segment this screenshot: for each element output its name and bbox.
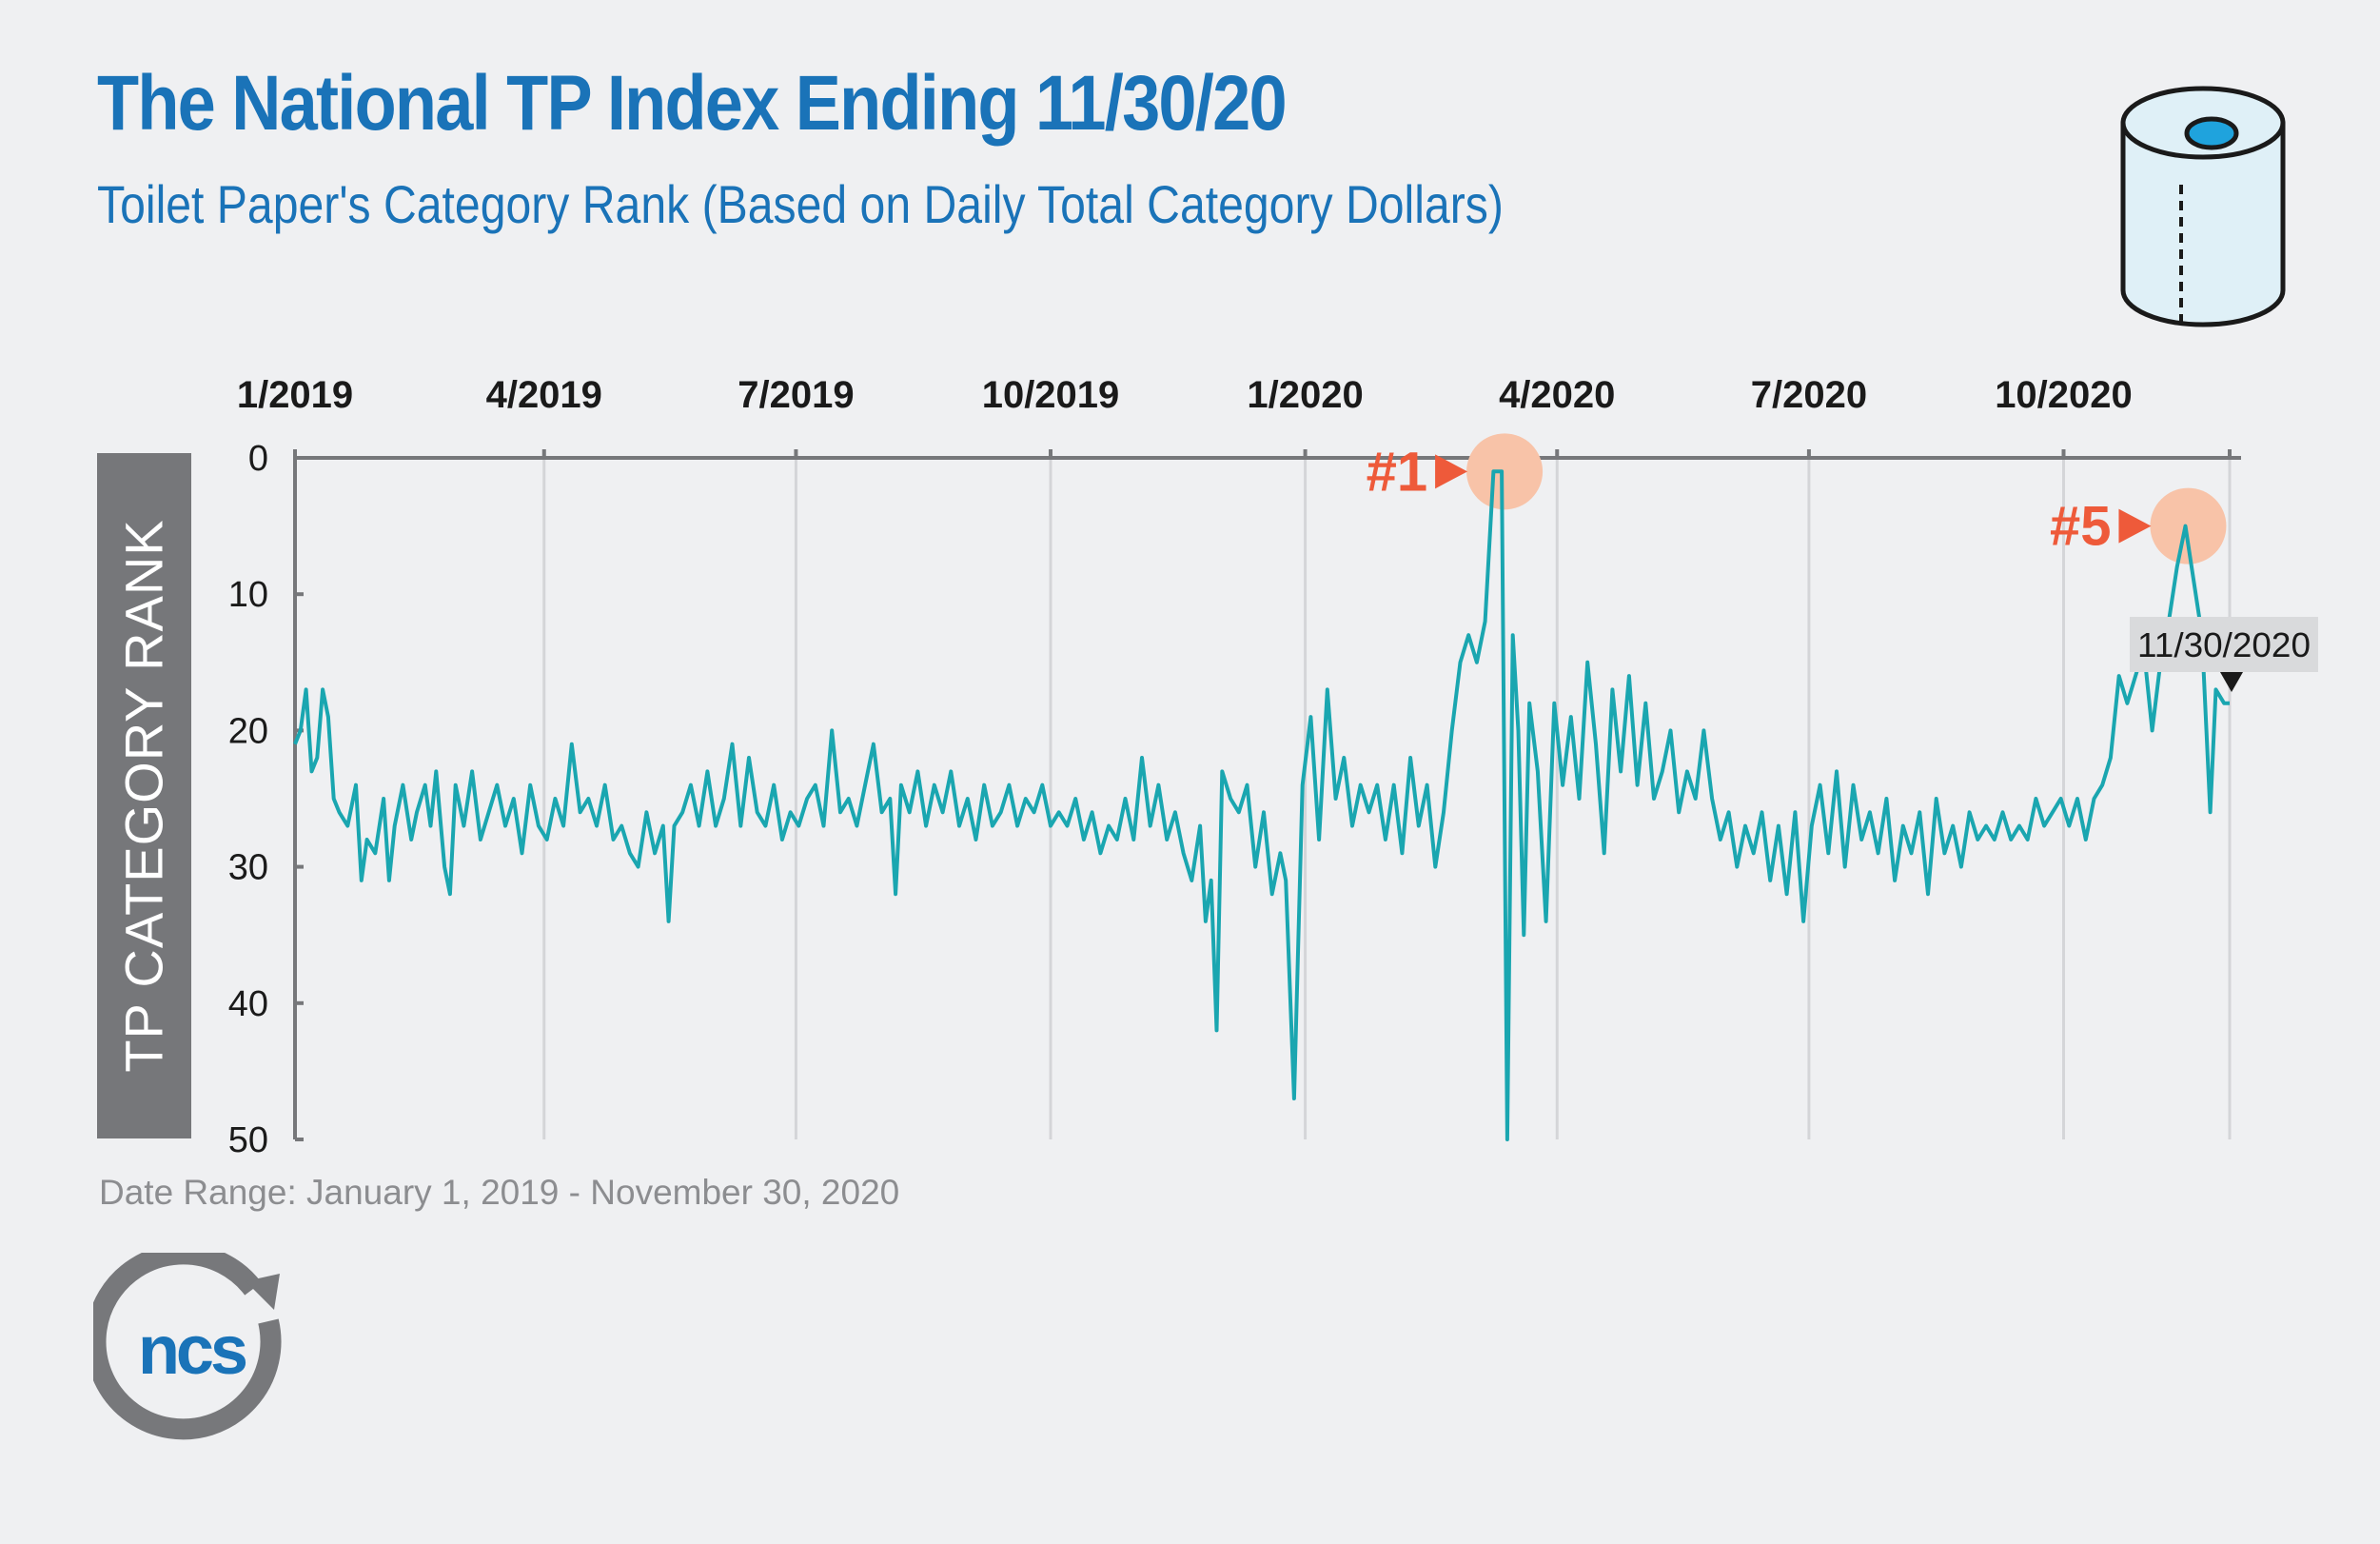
annotations: #1 #5 11/30/2020	[1367, 441, 2318, 692]
peak-highlight-circle	[2150, 487, 2227, 564]
peak-rank-label: #5	[2050, 496, 2112, 558]
series	[293, 469, 2230, 1141]
x-tick-label: 7/2019	[738, 374, 854, 416]
peak-pointer-icon	[1435, 454, 1468, 489]
end-date-label: 11/30/2020	[2137, 625, 2311, 664]
toilet-paper-roll-icon	[2120, 86, 2286, 327]
chart-title: The National TP Index Ending 11/30/20	[97, 60, 1288, 147]
axes: 1/2019 4/2019 7/2019 10/2019 1/2020 4/2020 7/2…	[228, 374, 2241, 1160]
x-tick-label: 4/2020	[1499, 374, 1615, 416]
grid-lines	[542, 458, 2232, 1139]
peak-rank-label: #1	[1367, 441, 1428, 503]
y-tick-label: 0	[248, 439, 268, 479]
x-tick-label: 1/2019	[237, 374, 353, 416]
y-tick-label: 10	[228, 575, 268, 615]
x-tick-label: 7/2020	[1751, 374, 1867, 416]
peak-highlight-circle	[1466, 433, 1544, 510]
y-tick-label: 40	[228, 984, 268, 1024]
ncs-logo: ncs	[93, 1253, 282, 1440]
x-tick-label: 10/2019	[982, 374, 1120, 416]
series-line	[293, 469, 2230, 1141]
peak-pointer-icon	[2118, 508, 2152, 544]
chart-subtitle: Toilet Paper's Category Rank (Based on D…	[97, 174, 1504, 234]
x-tick-label: 10/2020	[1995, 374, 2133, 416]
y-tick-label: 30	[228, 848, 268, 888]
y-axis-label-box	[97, 453, 191, 1138]
x-tick-label: 1/2020	[1247, 374, 1363, 416]
highlights	[1466, 433, 2227, 564]
date-range-note: Date Range: January 1, 2019 - November 3…	[99, 1173, 900, 1212]
end-date-pointer-icon	[2220, 672, 2243, 692]
y-tick-label: 50	[228, 1120, 268, 1160]
logo-text: ncs	[138, 1313, 246, 1389]
x-tick-label: 4/2019	[486, 374, 602, 416]
end-date-callout-box	[2130, 617, 2318, 672]
y-tick-label: 20	[228, 711, 268, 751]
